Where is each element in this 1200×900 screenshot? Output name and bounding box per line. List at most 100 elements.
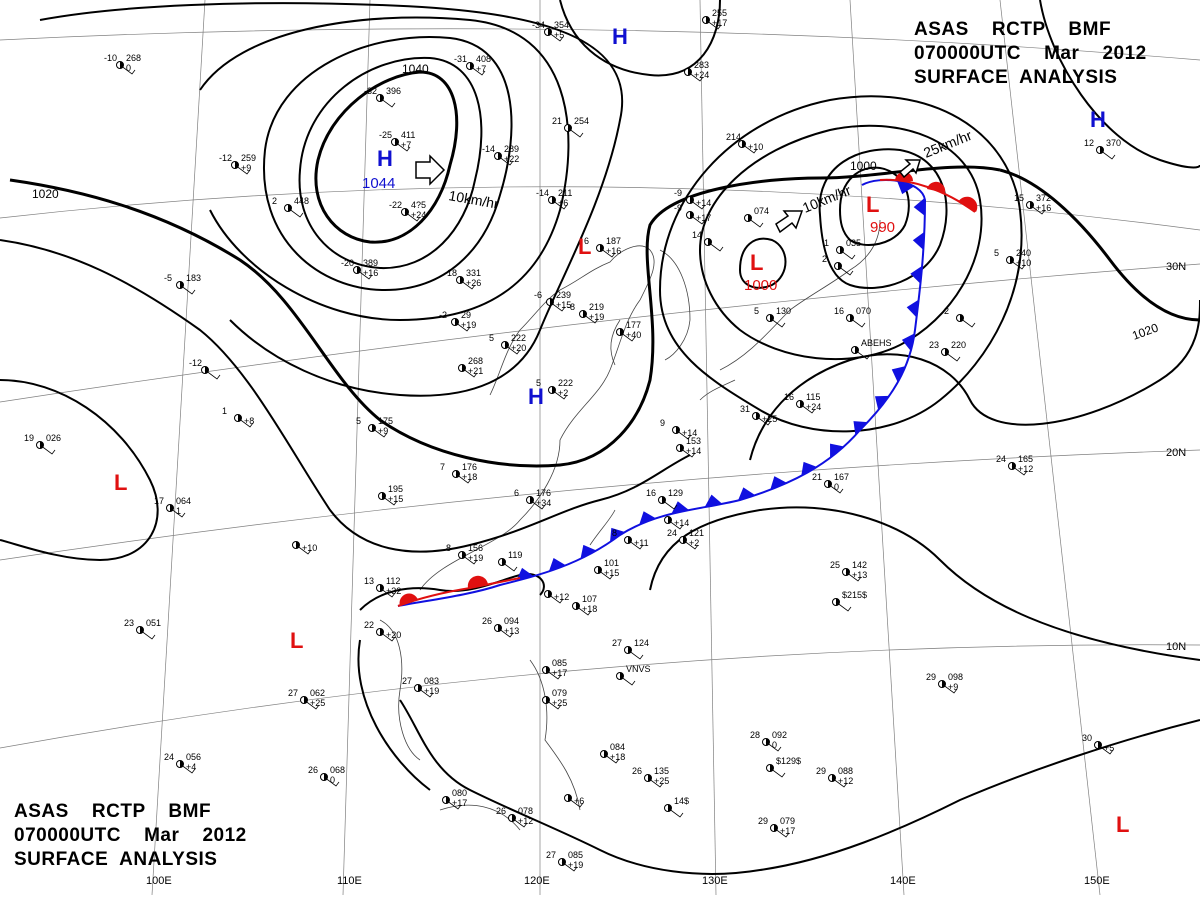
high-center: H <box>1090 107 1106 132</box>
meridian-100e <box>151 0 206 896</box>
station-plot: 214 +10 <box>726 132 763 154</box>
station-tendency: +14 <box>696 198 711 208</box>
station-temperature: 13 <box>364 576 374 586</box>
station-plot: 268+21 <box>458 356 483 378</box>
wind-barb <box>682 539 699 550</box>
low-center: L <box>1116 812 1129 837</box>
station-pressure: 222 <box>558 378 573 388</box>
station-plot: 2 <box>822 254 854 276</box>
wind-barb <box>169 507 186 518</box>
station-pressure: 255 <box>712 8 727 18</box>
station-temperature: 16 <box>646 488 656 498</box>
meridian-150e <box>999 0 1101 896</box>
station-pressure: 142 <box>852 560 867 570</box>
wind-barb <box>454 321 471 332</box>
station-temperature: 14 <box>692 230 702 240</box>
latitude-label: 10N <box>1166 641 1186 653</box>
low-center: L <box>114 470 127 495</box>
station-temperature: 1 <box>222 406 227 416</box>
high-center: H <box>612 24 628 49</box>
station-temperature: 17 <box>154 496 164 506</box>
isobar-1040-inner <box>314 70 459 244</box>
header-line-3: SURFACE ANALYSIS <box>14 849 218 870</box>
station-pressure: 14$ <box>674 796 689 806</box>
coast-china <box>419 245 655 591</box>
station-plot: 16 115+24 <box>784 392 821 414</box>
cold-front-pip <box>913 197 925 216</box>
station-plot: $215$ <box>832 590 867 612</box>
coast-korea <box>659 249 691 361</box>
coast-borneo <box>439 804 521 831</box>
station-plot: 29 088+12 <box>816 766 853 788</box>
wind-barb <box>39 444 56 455</box>
station-tendency: +25 <box>654 776 669 786</box>
meridian-140e <box>849 0 905 896</box>
isobar-label: 1040 <box>402 62 429 76</box>
station-plot: 22 +20 <box>364 620 401 642</box>
station-pressure: 219 <box>589 302 604 312</box>
station-pressure: 083 <box>424 676 439 686</box>
high-center-label: H <box>1090 107 1106 132</box>
wind-barb <box>567 127 584 138</box>
isobar-1016-pacific <box>749 299 1200 461</box>
station-pressure: 211 <box>558 188 572 198</box>
station-temperature: 5 <box>536 378 541 388</box>
station-temperature: -12 <box>219 153 232 163</box>
station-plot: 1 035 <box>824 238 861 260</box>
station-temperature: 8 <box>446 543 451 553</box>
station-temperature: 25 <box>830 560 840 570</box>
low-center: L <box>290 628 303 653</box>
station-temperature: 21 <box>812 472 822 482</box>
station-plot: -9 +14 <box>674 188 711 210</box>
isobar-1012-top <box>559 0 721 77</box>
station-plot: -5 183 <box>164 273 201 295</box>
station-plot: 6 176+34 <box>514 488 551 510</box>
station-temperature: -9 <box>674 203 682 213</box>
warm-front-bump <box>927 181 946 193</box>
station-plot: 084+18 <box>600 742 625 764</box>
wind-barb <box>619 675 636 686</box>
pressure-centers: H 1044 H H H L 990 L 1000 L L L L <box>114 24 1129 837</box>
station-plot: +14 <box>664 516 689 530</box>
latitude-label: 30N <box>1166 261 1186 273</box>
station-temperature: -25 <box>379 130 392 140</box>
station-tendency: +10 <box>302 543 317 553</box>
longitude-label: 140E <box>890 875 916 887</box>
station-tendency: +17 <box>712 18 727 28</box>
longitude-label: 110E <box>337 875 362 887</box>
station-pressure: 408 <box>476 54 491 64</box>
station-pressure: 156 <box>468 543 483 553</box>
station-plot: 085+17 <box>542 658 567 680</box>
wind-barb <box>627 539 644 550</box>
warm-front-bump <box>467 575 488 588</box>
station-plot: -25 411+7 <box>379 130 415 152</box>
station-pressure: 092 <box>772 730 787 740</box>
isobar-1012-south <box>649 506 1200 661</box>
station-plot: 7 176+18 <box>440 462 477 484</box>
station-plot: 6 187+16 <box>584 236 621 258</box>
station-temperature: -34 <box>532 20 545 30</box>
coast-vietnam <box>379 619 421 761</box>
station-pressure: 4?5 <box>411 200 426 210</box>
station-pressure: 167 <box>834 472 849 482</box>
station-tendency: +17 <box>452 798 467 808</box>
station-pressure: 239 <box>556 290 571 300</box>
station-plot: 16 129 <box>646 488 683 510</box>
station-temperature: -32 <box>364 86 377 96</box>
station-tendency: +2 <box>689 538 699 548</box>
wind-barb <box>773 827 790 838</box>
station-pressure: 074 <box>754 206 769 216</box>
station-tendency: +24 <box>806 402 821 412</box>
isobar-low-996 <box>838 166 910 246</box>
parallel-30n <box>0 263 1200 403</box>
header-line-3: SURFACE ANALYSIS <box>914 67 1118 88</box>
wind-barb <box>831 777 848 788</box>
station-temperature: 30 <box>1082 733 1092 743</box>
station-pressure: 121 <box>689 528 704 538</box>
station-tendency: +4 <box>186 762 196 772</box>
wind-barb <box>547 593 564 604</box>
cold-front-pip <box>906 299 919 318</box>
station-plot: 080+17 <box>442 788 467 810</box>
isobars <box>0 0 1200 875</box>
